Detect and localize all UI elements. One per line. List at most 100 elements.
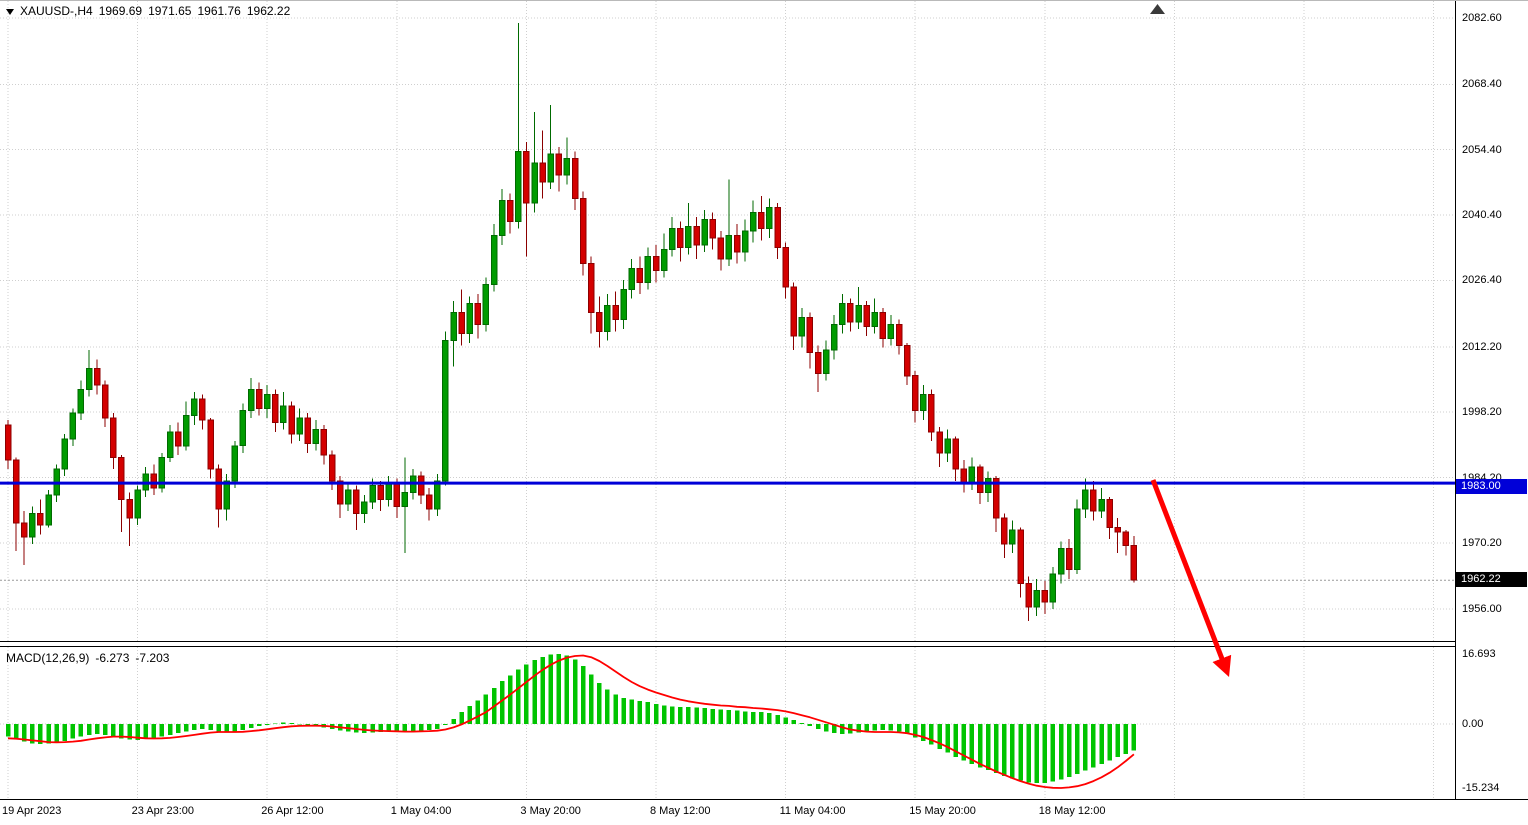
candle [312, 428, 320, 444]
macd-bar [1123, 724, 1129, 754]
candle [709, 218, 716, 239]
candle [247, 389, 255, 412]
time-axis-label: 23 Apr 23:00 [131, 805, 194, 817]
candle [134, 489, 141, 519]
candle [571, 158, 579, 199]
candle [353, 489, 360, 515]
candle [677, 228, 684, 248]
macd-bar [30, 724, 35, 744]
candle [984, 478, 992, 493]
macd-bar [483, 694, 489, 724]
macd-bar [726, 710, 732, 724]
macd-bar [5, 724, 11, 737]
macd-bar [564, 655, 570, 724]
macd-bar [694, 707, 699, 724]
candle [1098, 499, 1105, 512]
macd-bar [410, 724, 416, 732]
macd-bar [1010, 724, 1015, 779]
macd-bar [13, 724, 19, 740]
macd-bar [240, 724, 246, 730]
macd-bar [175, 724, 181, 734]
price-axis-label: 2040.40 [1462, 209, 1502, 222]
price-axis-label: 1998.20 [1462, 406, 1502, 419]
macd-bar [815, 724, 821, 729]
macd-bar [459, 712, 464, 724]
candle [344, 489, 352, 505]
macd-bar [1083, 724, 1088, 771]
macd-bar [21, 724, 27, 742]
candle [1130, 544, 1138, 581]
ohlc-open: 1969.69 [98, 4, 143, 18]
macd-bar [1002, 724, 1007, 777]
candle [563, 158, 571, 176]
price-axis-label: 2012.20 [1462, 340, 1502, 353]
macd-indicator-chart[interactable] [0, 647, 1456, 799]
time-axis-label: 15 May 20:00 [909, 805, 976, 817]
candle [855, 305, 862, 323]
candle [579, 197, 587, 265]
macd-bar [192, 724, 197, 730]
candle [685, 225, 692, 248]
macd-bar [62, 724, 67, 741]
macd-bar [783, 717, 788, 724]
symbol-dropdown-icon[interactable] [6, 8, 14, 15]
macd-bar [993, 724, 999, 774]
scroll-marker-icon[interactable] [1150, 4, 1165, 14]
macd-bar [710, 708, 715, 724]
pane-separator-line[interactable] [0, 646, 1528, 647]
price-axis[interactable]: 2082.60 2068.40 2054.40 2040.40 2026.40 2012.… [1456, 1, 1528, 799]
candle [166, 431, 174, 458]
candle [174, 431, 182, 447]
candle [952, 438, 959, 470]
price-axis-label: 1956.00 [1462, 603, 1502, 616]
candlestick-chart[interactable] [0, 1, 1456, 641]
candle [401, 492, 409, 507]
macd-bar [742, 711, 748, 724]
candle [928, 393, 935, 433]
candle [733, 235, 741, 253]
candle [296, 417, 303, 435]
candle [644, 256, 652, 283]
candle [425, 494, 433, 510]
candle [879, 312, 887, 339]
pane-separator-line[interactable] [0, 641, 1528, 642]
candle [255, 389, 263, 409]
candle [239, 410, 247, 447]
price-axis-label: 1970.20 [1462, 536, 1502, 549]
macd-bar [645, 702, 651, 724]
time-axis[interactable]: 19 Apr 2023 23 Apr 23:00 26 Apr 12:00 1 May… [0, 802, 1456, 825]
candle [749, 211, 757, 232]
candle [118, 456, 125, 500]
macd-bar [224, 724, 229, 733]
candle [1025, 583, 1032, 608]
candles [4, 23, 1138, 621]
candle [911, 375, 919, 412]
macd-bar [985, 724, 991, 771]
macd-bar [418, 724, 424, 731]
macd-bar [750, 711, 756, 724]
macd-bar [119, 724, 124, 739]
price-axis-border [1455, 1, 1456, 799]
macd-bar [232, 724, 238, 732]
candle [1073, 508, 1081, 570]
candle [207, 419, 214, 470]
macd-bar [912, 724, 918, 738]
symbol-name: XAUUSD-,H4 [20, 4, 93, 18]
candle [725, 235, 733, 260]
macd-bar [1018, 724, 1023, 781]
macd-bar [637, 700, 643, 724]
candle [822, 349, 830, 374]
candle [887, 323, 895, 339]
macd-bar [273, 723, 278, 725]
candle [555, 153, 563, 176]
candle [490, 235, 498, 286]
macd-bar [127, 724, 132, 740]
macd-axis-label: 0.00 [1462, 718, 1484, 730]
candle [12, 459, 20, 524]
macd-bar [135, 724, 140, 740]
macd-bar [767, 713, 772, 724]
macd-bar [904, 724, 910, 735]
macd-bar [1058, 724, 1064, 780]
macd-bar [653, 703, 659, 724]
candle [652, 256, 660, 272]
